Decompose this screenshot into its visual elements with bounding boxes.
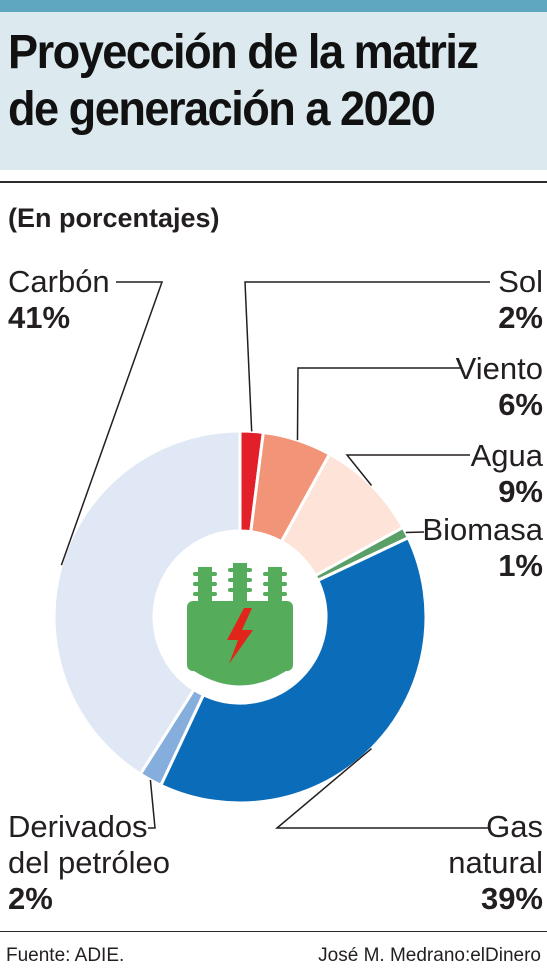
label-biomasa: Biomasa 1% <box>422 512 543 583</box>
label-derivados: Derivados del petróleo 2% <box>8 809 171 916</box>
leader-line-viento <box>296 367 460 441</box>
top-accent-bar <box>0 0 547 12</box>
title-line-1: Proyección de la matriz <box>8 26 479 79</box>
footer-separator <box>0 931 547 932</box>
label-gas-natural: Gas natural 39% <box>448 809 543 916</box>
leader-line-carbon <box>60 281 164 566</box>
title-band <box>0 12 547 170</box>
leader-lines <box>60 281 490 829</box>
title-line-2: de generación a 2020 <box>8 83 436 136</box>
insulator-fins <box>193 568 287 596</box>
title-separator <box>0 181 547 183</box>
leader-line-derivados <box>148 779 156 829</box>
label-carbon: Carbón 41% <box>8 264 110 335</box>
source-note: Fuente: ADIE. <box>6 945 125 966</box>
label-agua: Agua 9% <box>470 438 543 509</box>
insulator-center <box>233 563 247 603</box>
label-sol: Sol 2% <box>498 264 543 335</box>
leader-line-biomasa <box>405 531 425 534</box>
transformer-base <box>194 671 286 686</box>
chart-title: Proyección de la matriz de generación a … <box>8 24 511 138</box>
label-viento: Viento 6% <box>455 351 543 422</box>
leader-line-gas-natural <box>274 747 490 829</box>
lightning-bolt-icon <box>227 608 253 664</box>
leader-line-agua <box>345 454 470 486</box>
author-credit: José M. Medrano:elDinero <box>318 945 541 966</box>
chart-subtitle: (En porcentajes) <box>8 203 220 233</box>
donut-slices <box>52 429 428 805</box>
leader-line-sol <box>244 281 490 432</box>
power-transformer-icon <box>154 531 326 703</box>
